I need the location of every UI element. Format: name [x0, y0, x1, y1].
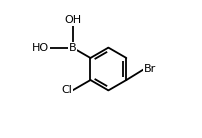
Text: OH: OH — [64, 15, 81, 25]
Text: Br: Br — [144, 64, 156, 74]
Text: HO: HO — [32, 43, 49, 53]
Text: B: B — [68, 43, 76, 53]
Text: Cl: Cl — [61, 85, 72, 95]
